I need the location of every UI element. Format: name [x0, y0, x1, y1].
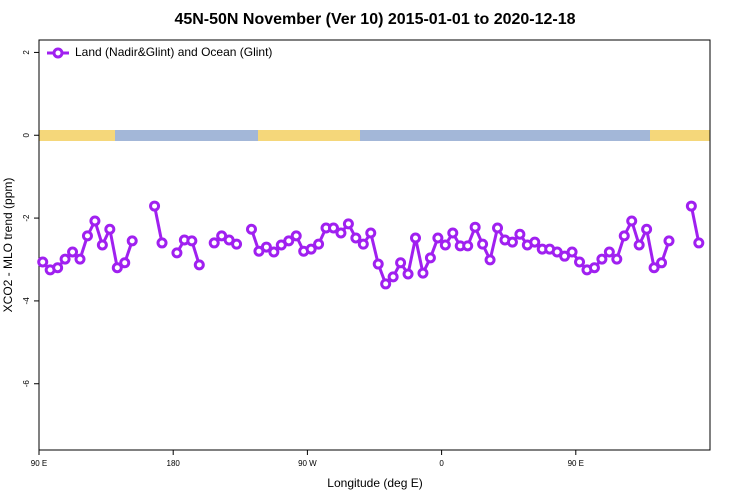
data-point	[327, 222, 339, 234]
y-tick-label: 0	[22, 132, 31, 137]
data-point	[514, 228, 526, 240]
data-point	[529, 236, 541, 248]
data-point	[268, 246, 280, 258]
legend-marker	[52, 47, 64, 59]
data-point	[365, 227, 377, 239]
data-point	[119, 257, 131, 269]
plot-frame	[38, 39, 711, 451]
y-tick-label: -6	[22, 380, 31, 388]
data-point	[492, 222, 504, 234]
data-point	[52, 262, 64, 274]
x-tick-label: 180	[167, 459, 181, 468]
data-point	[477, 238, 489, 250]
data-point	[208, 237, 220, 249]
data-point	[693, 237, 705, 249]
data-point	[305, 243, 317, 255]
y-tick-label: -2	[22, 214, 31, 222]
data-point	[96, 239, 108, 251]
data-point	[566, 246, 578, 258]
data-point	[469, 221, 481, 233]
data-point	[290, 230, 302, 242]
data-point	[506, 236, 518, 248]
data-point	[372, 258, 384, 270]
data-point	[380, 278, 392, 290]
ocean-band	[360, 130, 650, 141]
data-point	[417, 267, 429, 279]
land-band	[39, 130, 115, 141]
data-point	[618, 230, 630, 242]
data-point	[410, 232, 422, 244]
data-point	[685, 200, 697, 212]
data-point	[484, 254, 496, 266]
data-point	[245, 223, 257, 235]
data-point	[89, 215, 101, 227]
y-tick-label: -4	[22, 297, 31, 305]
land-ocean-strip	[39, 130, 710, 141]
data-point	[641, 223, 653, 235]
data-point	[387, 271, 399, 283]
data-point	[588, 262, 600, 274]
data-point	[335, 227, 347, 239]
series-line	[41, 205, 701, 286]
data-point	[171, 247, 183, 259]
data-point	[432, 232, 444, 244]
data-point	[603, 246, 615, 258]
data-point	[156, 237, 168, 249]
data-point	[37, 256, 49, 268]
x-tick-label: 0	[439, 459, 444, 468]
data-point	[67, 246, 79, 258]
y-axis-label: XCO2 - MLO trend (ppm)	[1, 178, 15, 313]
data-point	[126, 235, 138, 247]
data-point	[633, 239, 645, 251]
data-point	[574, 256, 586, 268]
data-point	[149, 200, 161, 212]
data-point	[260, 241, 272, 253]
ocean-band	[115, 130, 258, 141]
data-point	[462, 240, 474, 252]
data-point	[342, 218, 354, 230]
x-axis-label: Longitude (deg E)	[327, 476, 422, 490]
data-point	[663, 235, 675, 247]
land-band	[258, 130, 360, 141]
data-point	[447, 227, 459, 239]
data-point	[104, 223, 116, 235]
data-point	[74, 253, 86, 265]
data-point	[402, 268, 414, 280]
data-point	[193, 259, 205, 271]
data-point	[111, 262, 123, 274]
x-tick-label: 90 E	[568, 459, 584, 468]
data-point	[648, 262, 660, 274]
data-point	[81, 230, 93, 242]
data-point	[350, 232, 362, 244]
data-point	[283, 235, 295, 247]
data-point	[357, 238, 369, 250]
chart-title: 45N-50N November (Ver 10) 2015-01-01 to …	[174, 11, 575, 28]
x-tick-label: 90 W	[298, 459, 317, 468]
legend-label: Land (Nadir&Glint) and Ocean (Glint)	[75, 45, 272, 59]
data-point	[596, 253, 608, 265]
data-point	[395, 257, 407, 269]
data-point	[439, 239, 451, 251]
data-point	[424, 252, 436, 264]
data-point	[656, 257, 668, 269]
x-tick-label: 90 E	[31, 459, 47, 468]
data-point	[186, 235, 198, 247]
y-tick-label: 2	[22, 50, 31, 55]
data-point	[611, 253, 623, 265]
data-point	[313, 238, 325, 250]
data-point	[59, 253, 71, 265]
data-point	[231, 238, 243, 250]
data-point	[626, 215, 638, 227]
land-band	[650, 130, 710, 141]
